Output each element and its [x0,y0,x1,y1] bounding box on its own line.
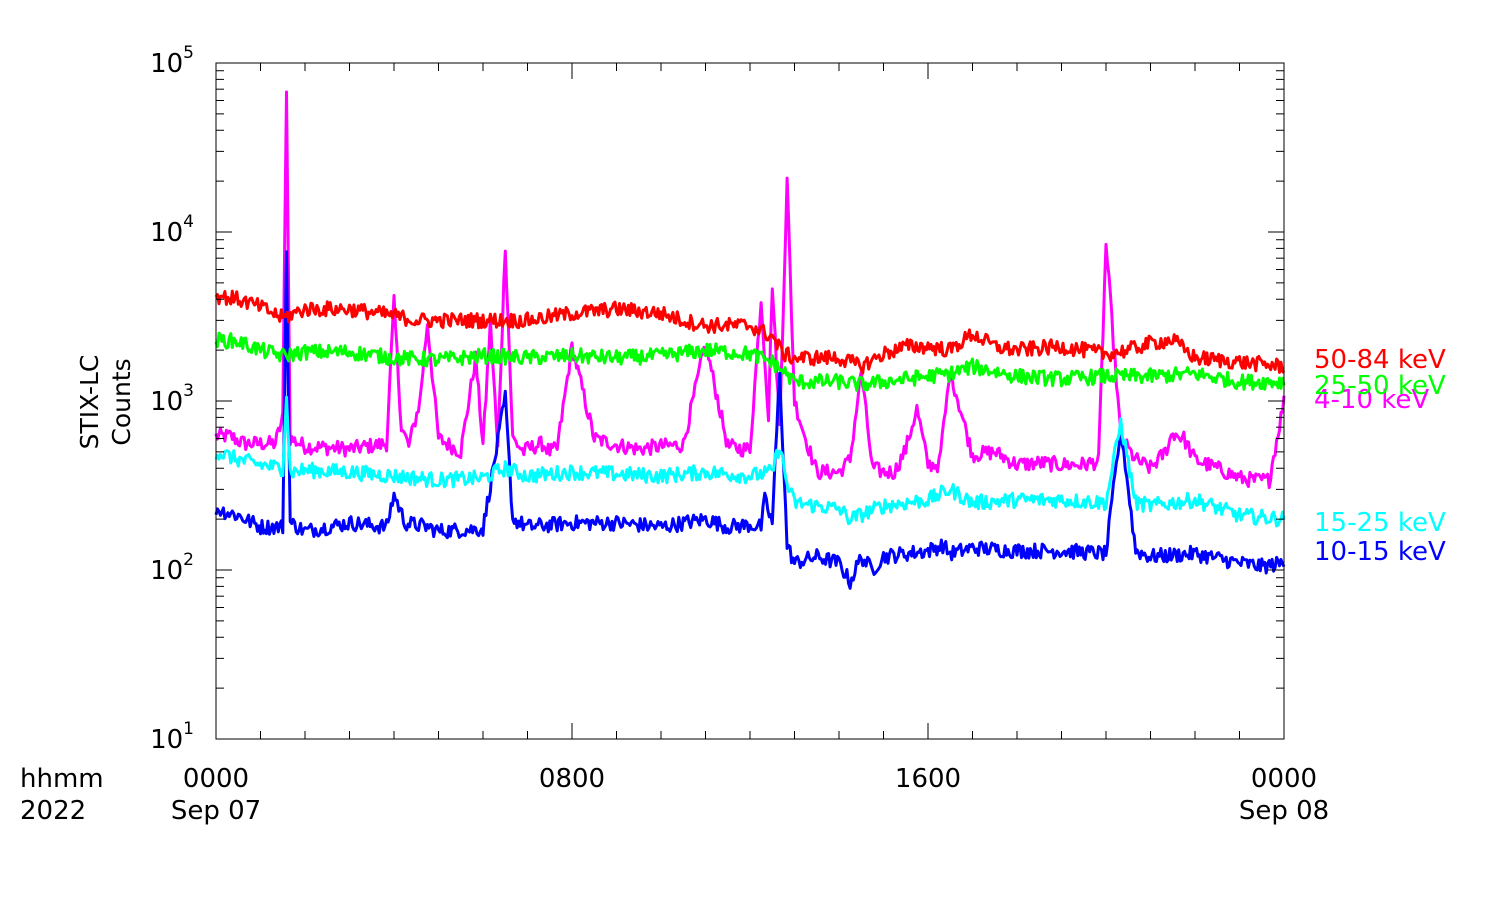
y-axis-title: STIX-LC [75,355,104,450]
y-tick-exponent: 3 [183,381,194,401]
plot-frame [215,62,1285,740]
legend-label-4-10-kev: 4-10 keV [1314,385,1429,415]
y-axis-title: Counts [107,358,136,445]
axes-layer [215,62,1285,740]
series-line-15-25-kev [214,395,1286,528]
x-date-label: Sep 08 [1239,796,1329,826]
legend-label-10-15-kev: 10-15 keV [1314,537,1446,567]
x-tick-label: 1600 [895,764,961,794]
y-tick-base: 10 [150,218,183,248]
y-tick-label: 104 [150,212,194,248]
y-tick-label: 102 [150,550,194,586]
series-line-4-10-kev [214,90,1286,490]
legend-label-25-50-kev: 25-50 keV [1314,371,1446,401]
y-tick-exponent: 5 [183,43,194,63]
y-tick-base: 10 [150,725,183,755]
x-tick-label: 0000 [1251,764,1317,794]
y-tick-base: 10 [150,387,183,417]
legend-label-15-25-kev: 15-25 keV [1314,508,1446,538]
series-line-10-15-kev [214,250,1286,590]
y-tick-base: 10 [150,49,183,79]
y-tick-exponent: 1 [183,719,194,739]
x-row-label-time: hhmm [20,764,104,794]
y-tick-label: 105 [150,43,194,79]
y-tick-exponent: 2 [183,550,194,570]
y-tick-label: 103 [150,381,194,417]
y-tick-exponent: 4 [183,212,194,232]
y-tick-base: 10 [150,556,183,586]
y-tick-label: 101 [150,719,194,755]
legend-label-50-84-kev: 50-84 keV [1314,345,1446,375]
x-tick-label: 0000 [183,764,249,794]
x-row-label-year: 2022 [20,796,86,826]
series-line-25-50-kev [214,331,1286,392]
series-line-50-84-kev [214,289,1286,375]
x-tick-label: 0800 [539,764,605,794]
x-date-label: Sep 07 [171,796,261,826]
series-layer [214,90,1286,590]
